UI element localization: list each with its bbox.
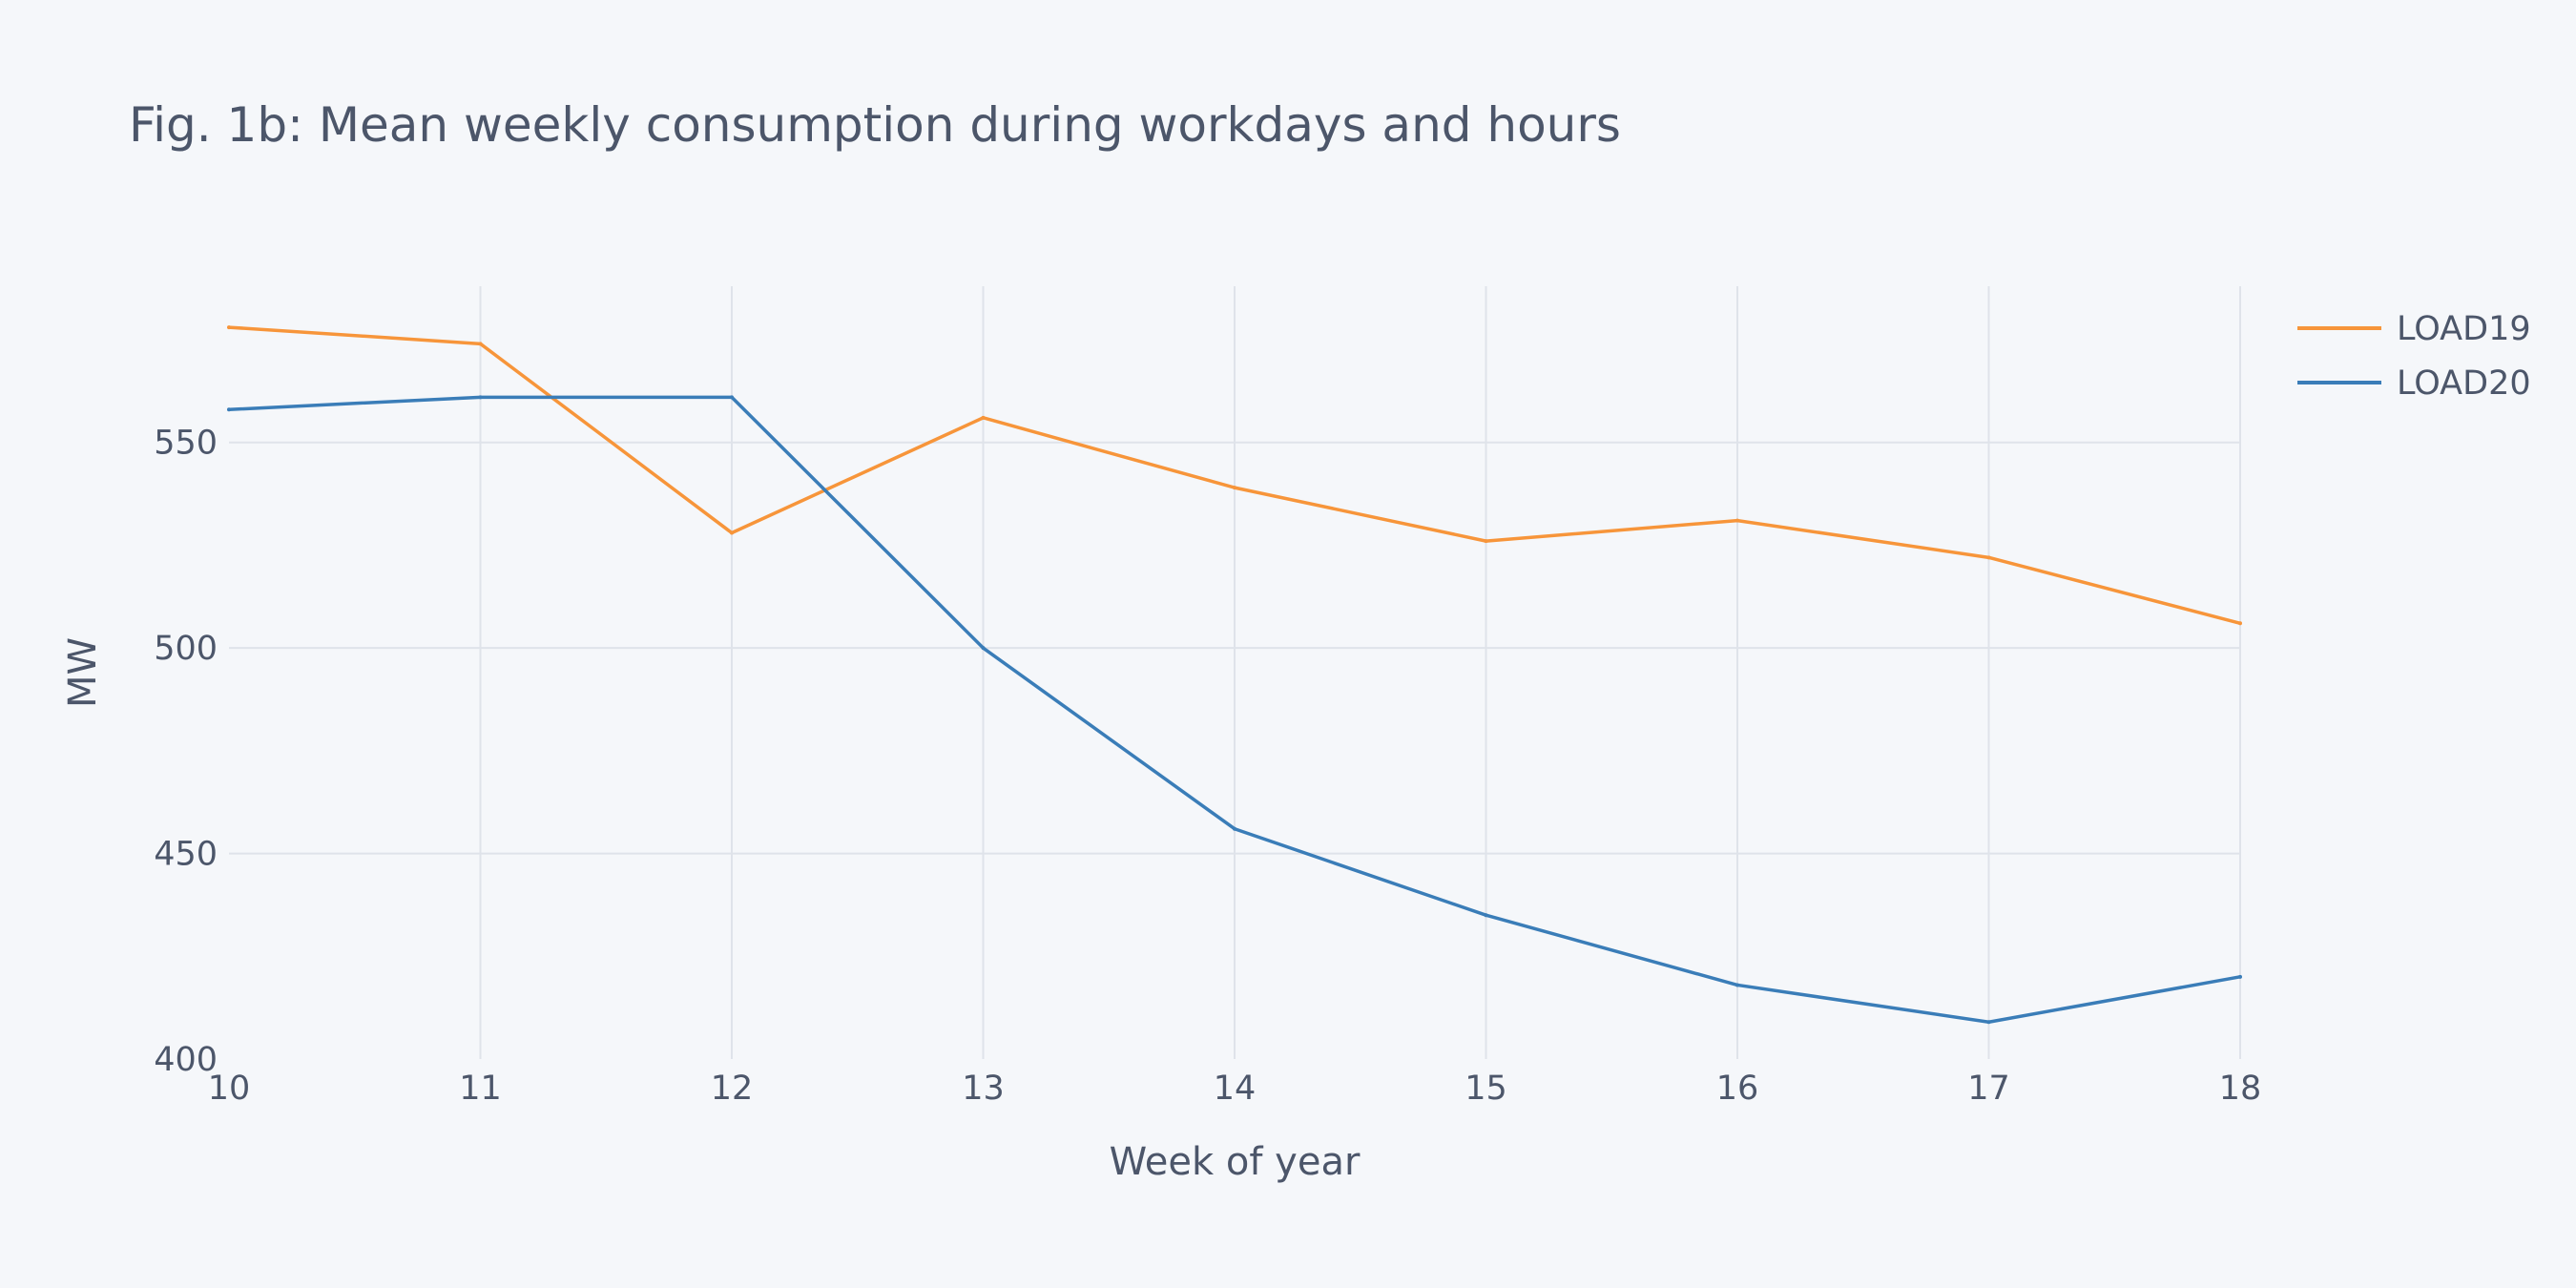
y-tick-label: 500: [154, 630, 218, 668]
y-axis-title: MW: [61, 637, 105, 708]
data-point-load20[interactable]: [1735, 983, 1739, 987]
x-tick-label: 14: [1214, 1070, 1257, 1108]
x-tick-label: 10: [208, 1070, 251, 1108]
data-point-load20[interactable]: [1986, 1020, 1991, 1025]
y-tick-label: 450: [154, 836, 218, 874]
data-point-load19[interactable]: [1233, 486, 1236, 490]
legend[interactable]: LOAD19 LOAD20: [2297, 310, 2531, 403]
grid-lines: [229, 286, 2241, 1059]
y-axis-ticks: 400 450 500 550: [154, 425, 218, 1079]
data-point-load20[interactable]: [1233, 826, 1236, 831]
series-lines: [227, 325, 2242, 1025]
x-tick-label: 12: [711, 1070, 754, 1108]
chart-title: Fig. 1b: Mean weekly consumption during …: [129, 97, 1621, 153]
data-point-load19[interactable]: [2238, 621, 2242, 626]
data-point-load19[interactable]: [1484, 539, 1488, 544]
data-point-load19[interactable]: [1735, 518, 1739, 523]
data-point-load19[interactable]: [1986, 555, 1991, 560]
data-point-load19[interactable]: [730, 530, 734, 535]
data-point-load20[interactable]: [227, 407, 231, 412]
x-axis-ticks: 10 11 12 13 14 15 16 17 18: [208, 1070, 2262, 1108]
x-tick-label: 18: [2219, 1070, 2262, 1108]
data-point-load19[interactable]: [227, 325, 231, 330]
x-tick-label: 17: [1967, 1070, 2010, 1108]
y-tick-label: 400: [154, 1041, 218, 1079]
legend-item-load20[interactable]: LOAD20: [2297, 364, 2531, 403]
x-tick-label: 13: [962, 1070, 1005, 1108]
y-tick-label: 550: [154, 425, 218, 463]
legend-item-load19[interactable]: LOAD19: [2297, 310, 2531, 348]
data-point-load20[interactable]: [730, 395, 734, 400]
data-point-load20[interactable]: [981, 646, 986, 651]
x-axis-title: Week of year: [1110, 1140, 1361, 1184]
data-point-load19[interactable]: [981, 415, 986, 420]
x-tick-label: 11: [459, 1070, 502, 1108]
data-point-load20[interactable]: [1484, 913, 1488, 918]
data-point-load19[interactable]: [478, 342, 483, 346]
legend-label-load20: LOAD20: [2397, 364, 2531, 403]
legend-label-load19: LOAD19: [2397, 310, 2531, 348]
x-tick-label: 15: [1465, 1070, 1507, 1108]
x-tick-label: 16: [1716, 1070, 1759, 1108]
data-point-load20[interactable]: [2238, 974, 2242, 979]
data-point-load20[interactable]: [478, 395, 483, 400]
